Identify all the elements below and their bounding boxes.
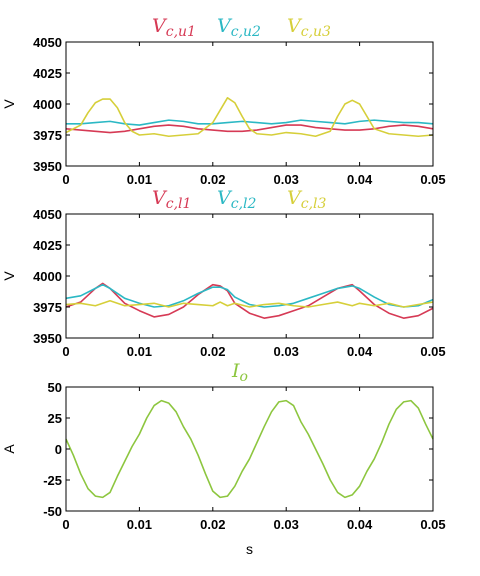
series-line-1-2 — [66, 119, 434, 126]
series-line-2-1 — [65, 282, 434, 319]
chart-panel-2: 0 0.01 0.02 0.03 0.04 0.05 4050 4025 4000 3975 395… — [1, 187, 446, 359]
series-line-2-3 — [65, 300, 434, 308]
legend-entry: Vc,l2 — [217, 187, 257, 212]
legend-entry: Vc,l3 — [287, 187, 327, 212]
y-axis-label: A — [1, 444, 17, 454]
series-line-2-2 — [65, 283, 434, 308]
y-tick-label: -50 — [43, 504, 62, 519]
y-tick-label: 50 — [48, 380, 62, 395]
plot-frame — [65, 41, 434, 167]
legend-entry: Vc,l1 — [152, 187, 191, 212]
y-axis-label: V — [1, 99, 17, 109]
legend-entry: Io — [231, 360, 248, 385]
x-tick-label: 0.03 — [274, 517, 299, 532]
x-tick-label: 0.04 — [347, 517, 373, 532]
x-tick-label: 0.04 — [347, 172, 373, 187]
y-tick-label: 4025 — [33, 66, 62, 81]
y-tick-label: 3975 — [33, 128, 62, 143]
y-axis-label: V — [1, 271, 17, 281]
x-tick-label: 0.01 — [127, 172, 152, 187]
x-tick-label: 0.01 — [127, 344, 152, 359]
x-tick-label: 0.02 — [200, 172, 225, 187]
y-tick-label: -25 — [43, 473, 62, 488]
y-tick-label: 4025 — [33, 238, 62, 253]
chart-panel-3: 0 0.01 0.02 0.03 0.04 0.05 50 25 0 -25 -50 As Io — [1, 360, 446, 557]
x-tick-label: 0.03 — [274, 172, 299, 187]
x-tick-label: 0.05 — [420, 344, 445, 359]
x-tick-label: 0 — [62, 344, 69, 359]
series-line-1-3 — [65, 97, 434, 138]
x-tick-label: 0.05 — [420, 517, 445, 532]
y-tick-label: 4050 — [33, 35, 62, 50]
x-tick-label: 0.01 — [127, 517, 152, 532]
y-tick-label: 3975 — [33, 300, 62, 315]
x-tick-label: 0.03 — [274, 344, 299, 359]
series-line-3-1 — [65, 399, 434, 499]
series-line-1-1 — [65, 124, 434, 134]
plot-frame — [65, 213, 434, 339]
y-tick-label: 3950 — [33, 331, 62, 346]
x-tick-label: 0.05 — [420, 172, 445, 187]
y-tick-label: 25 — [48, 411, 62, 426]
x-tick-label: 0.02 — [200, 517, 225, 532]
y-tick-label: 4050 — [33, 207, 62, 222]
y-tick-label: 4000 — [33, 97, 62, 112]
x-axis-label: s — [246, 541, 253, 557]
legend-entry: Vc,u3 — [287, 15, 331, 40]
x-tick-label: 0 — [62, 517, 69, 532]
y-tick-label: 0 — [55, 442, 62, 457]
x-tick-label: 0 — [62, 172, 69, 187]
y-tick-label: 3950 — [33, 159, 62, 174]
legend-entry: Vc,u2 — [217, 15, 261, 40]
chart-panel-1: 0 0.01 0.02 0.03 0.04 0.05 4050 4025 4000 3975 395… — [1, 15, 446, 187]
x-tick-label: 0.02 — [200, 344, 225, 359]
x-tick-label: 0.04 — [347, 344, 373, 359]
y-tick-label: 4000 — [33, 269, 62, 284]
legend-entry: Vc,u1 — [152, 15, 196, 40]
